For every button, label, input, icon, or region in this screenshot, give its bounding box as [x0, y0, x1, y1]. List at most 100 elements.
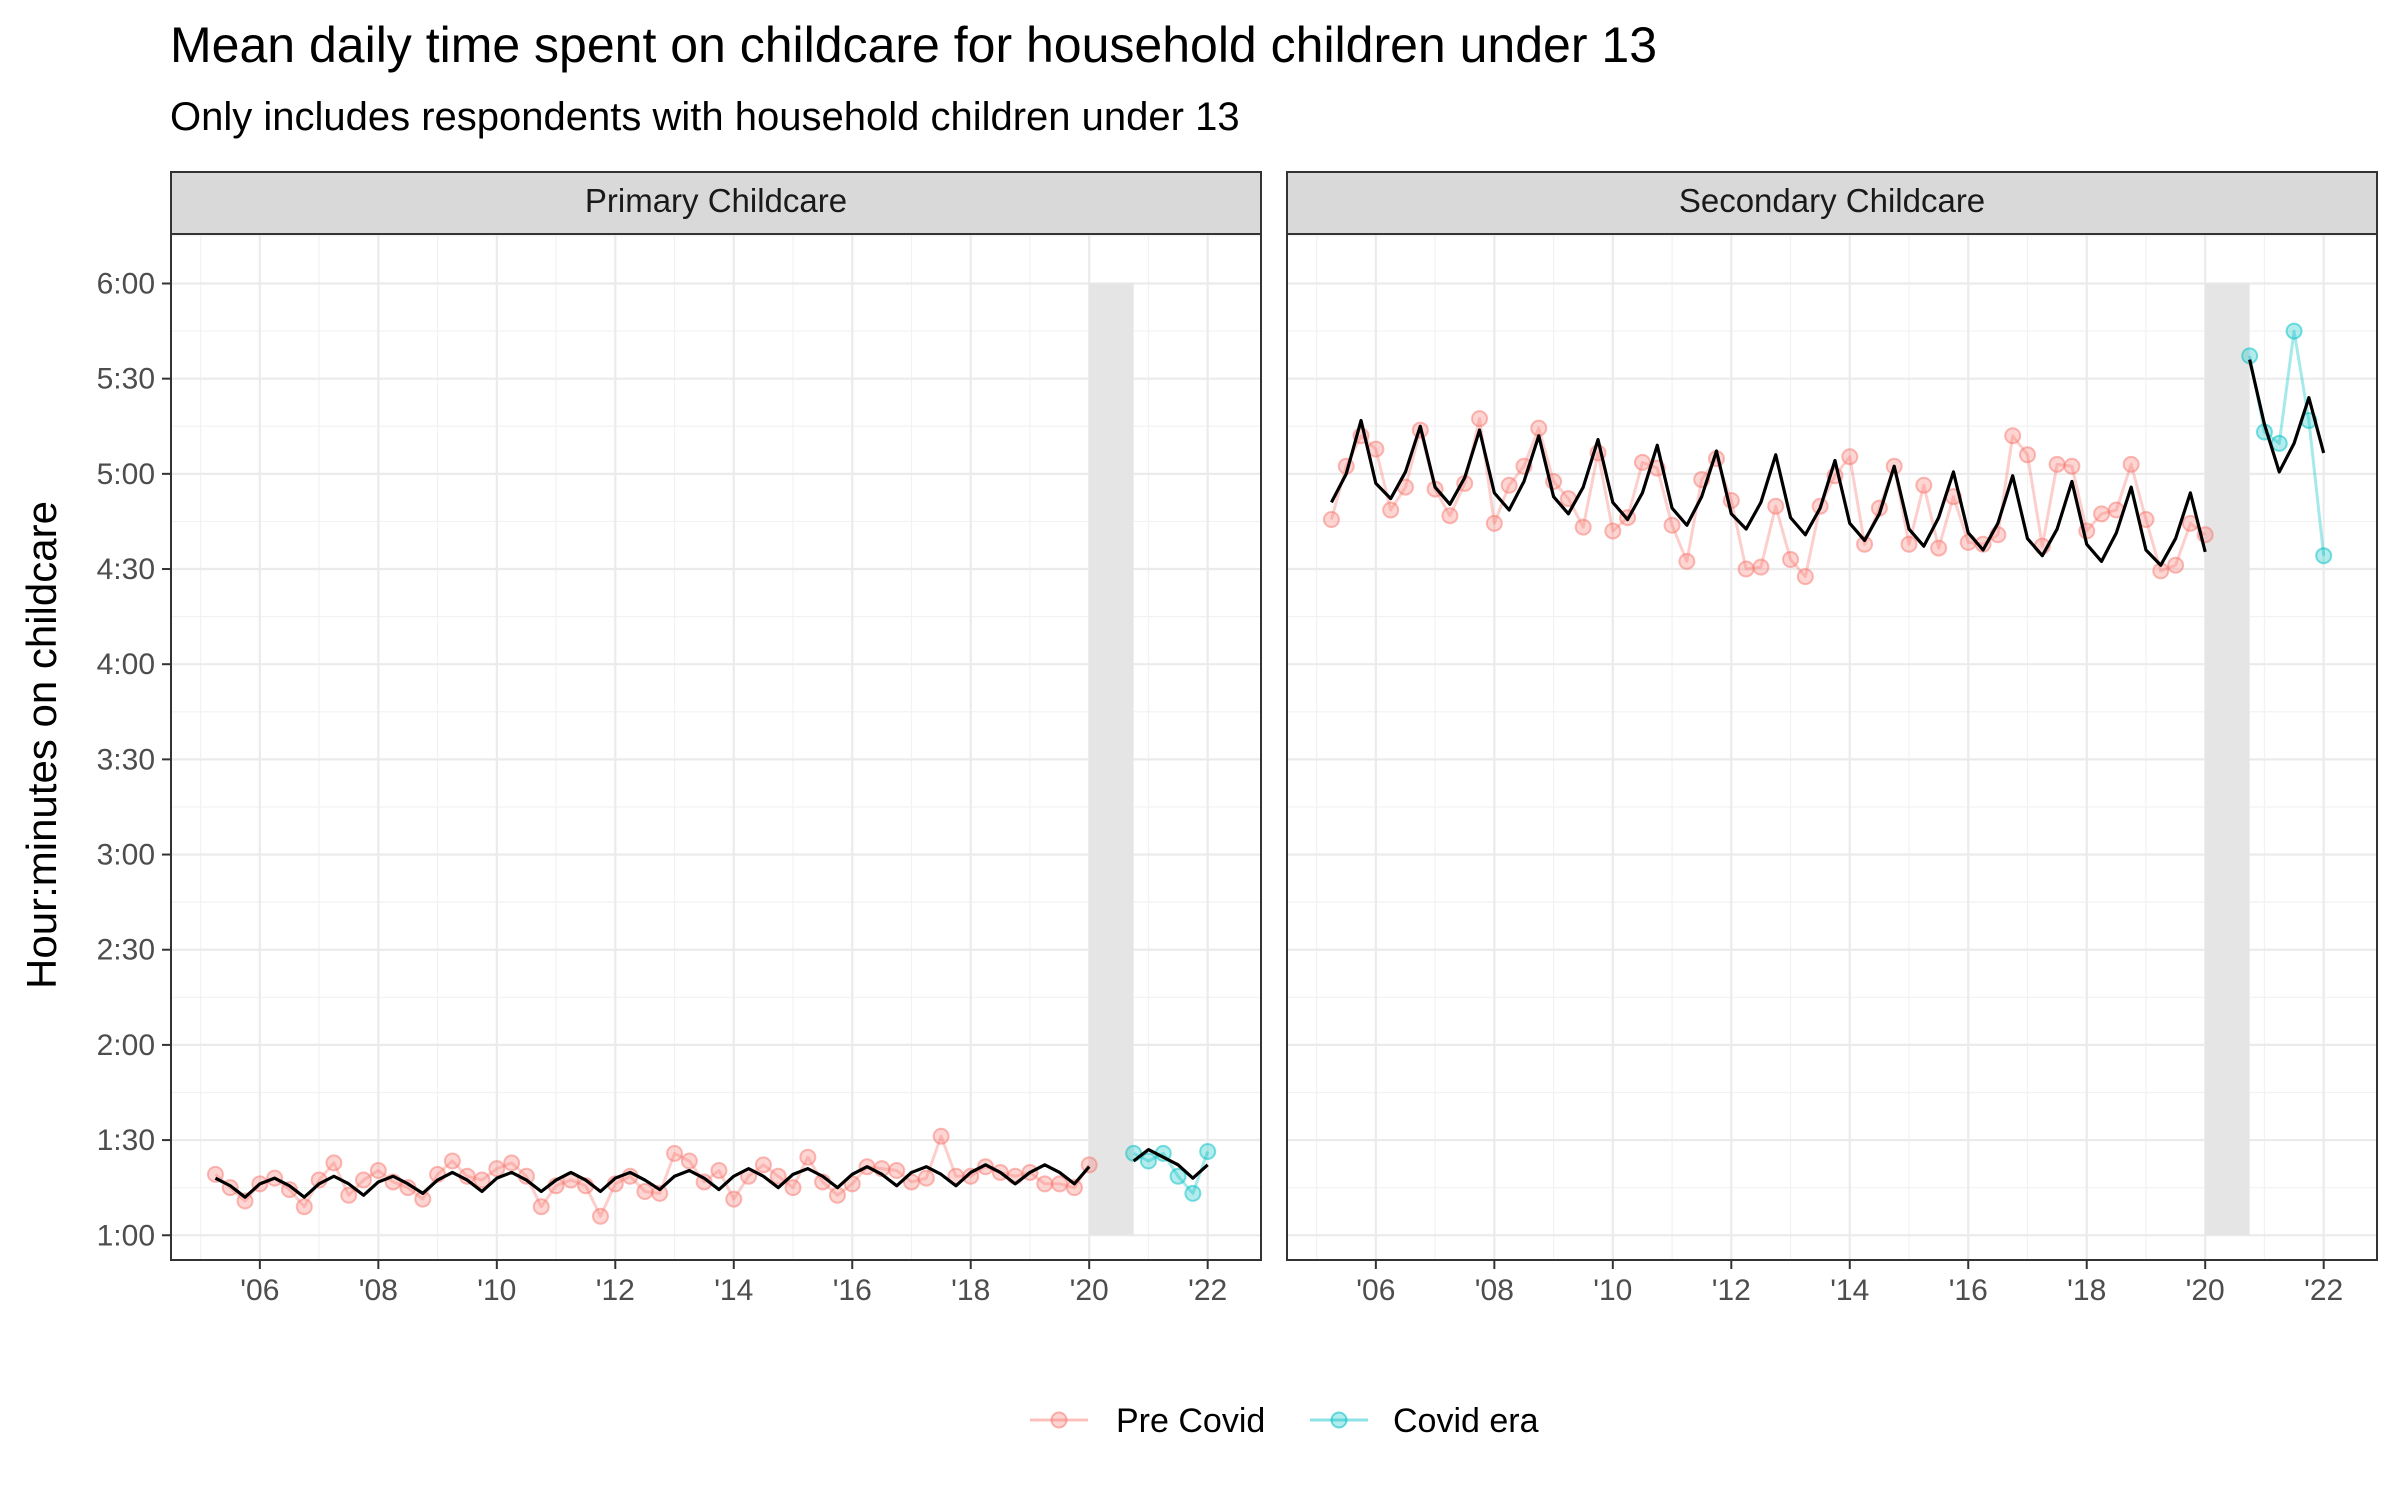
covid-gap-band [1089, 283, 1134, 1236]
x-tick-label: '06 [240, 1274, 279, 1307]
pre-covid-point [591, 1207, 609, 1225]
pre-covid-point [1036, 1175, 1054, 1193]
pre-covid-point [1900, 535, 1918, 553]
pre-covid-point [443, 1152, 461, 1170]
pre-covid-point [1737, 560, 1755, 578]
legend: Pre Covid Covid era [1030, 1402, 1539, 1440]
pre-covid-point [236, 1192, 254, 1210]
covid-era-point [1199, 1142, 1217, 1160]
pre-covid-point [1080, 1156, 1098, 1174]
y-axis-title: Hour:minutes on childcare [18, 501, 65, 989]
panel-primary: Primary Childcare 1:00 1:30 2:00 2:30 3:00 3:3… [97, 171, 1262, 1307]
pre-covid-point [1574, 518, 1592, 536]
y-tick-label: 5:30 [97, 363, 155, 396]
y-tick-label: 2:00 [97, 1029, 155, 1062]
pre-covid-point [636, 1182, 654, 1200]
legend-item-pre-covid: Pre Covid [1030, 1402, 1265, 1440]
x-tick-label: '22 [1188, 1274, 1227, 1307]
x-tick-label: '06 [1356, 1274, 1395, 1307]
facet-strip [1286, 171, 2378, 235]
pre-covid-point [799, 1148, 817, 1166]
legend-key-point [1330, 1411, 1348, 1429]
pre-covid-point [1530, 419, 1548, 437]
legend-label: Covid era [1393, 1402, 1539, 1440]
x-tick-label: '12 [1712, 1274, 1751, 1307]
pre-covid-point [651, 1184, 669, 1202]
x-tick-label: '08 [1475, 1274, 1514, 1307]
pre-covid-point [295, 1198, 313, 1216]
facet-strip-label: Secondary Childcare [1679, 182, 1985, 219]
pre-covid-point [355, 1171, 373, 1189]
pre-covid-point [1796, 568, 1814, 586]
pre-covid-point [1441, 507, 1459, 525]
facet-strip [170, 171, 1262, 235]
pre-covid-point [769, 1167, 787, 1185]
pre-covid-point [1915, 476, 1933, 494]
panel-border [170, 233, 1262, 1261]
pre-covid-point [1500, 476, 1518, 494]
legend-item-covid-era: Covid era [1310, 1402, 1539, 1440]
covid-era-trend-line [2248, 359, 2326, 474]
x-tick-label: '22 [2304, 1274, 2343, 1307]
pre-covid-point [2093, 505, 2111, 523]
pre-covid-point [325, 1154, 343, 1172]
pre-covid-point [206, 1165, 224, 1183]
chart-title: Mean daily time spent on childcare for h… [170, 17, 1657, 73]
pre-covid-point [1856, 535, 1874, 553]
x-tick-label: '18 [2067, 1274, 2106, 1307]
pre-covid-point [1767, 497, 1785, 515]
x-tick-label: '10 [477, 1274, 516, 1307]
pre-covid-point [2122, 455, 2140, 473]
pre-covid-point [754, 1156, 772, 1174]
y-tick-label: 3:30 [97, 743, 155, 776]
pre-covid-point [2063, 457, 2081, 475]
covid-era-trend-line [1132, 1147, 1209, 1180]
pre-covid-point [1752, 558, 1770, 576]
pre-covid-point [2167, 556, 2185, 574]
y-tick-label: 2:30 [97, 934, 155, 967]
pre-covid-point [784, 1179, 802, 1197]
pre-covid-point [532, 1198, 550, 1216]
pre-covid-trend-line [214, 1163, 1091, 1199]
y-tick-label: 4:00 [97, 648, 155, 681]
pre-covid-point [666, 1144, 684, 1162]
covid-era-point [2315, 547, 2333, 565]
pre-covid-point [710, 1162, 728, 1180]
facet-strip-label: Primary Childcare [585, 182, 847, 219]
pre-covid-point [680, 1152, 698, 1170]
pre-covid-line [1329, 417, 2207, 579]
pre-covid-point [2048, 455, 2066, 473]
legend-key-point [1050, 1411, 1068, 1429]
y-tick-label: 4:30 [97, 553, 155, 586]
pre-covid-point [1322, 511, 1340, 529]
pre-covid-point [888, 1162, 906, 1180]
pre-covid-point [1930, 539, 1948, 557]
x-tick-label: '20 [1070, 1274, 1109, 1307]
x-tick-label: '18 [951, 1274, 990, 1307]
x-tick-label: '10 [1593, 1274, 1632, 1307]
pre-covid-point [369, 1162, 387, 1180]
pre-covid-point [2004, 427, 2022, 445]
covid-era-point [1184, 1184, 1202, 1202]
legend-label: Pre Covid [1116, 1402, 1265, 1440]
pre-covid-point [1782, 551, 1800, 569]
y-tick-label: 1:00 [97, 1219, 155, 1252]
pre-covid-point [828, 1186, 846, 1204]
pre-covid-point [725, 1190, 743, 1208]
x-tick-label: '14 [714, 1274, 753, 1307]
x-tick-label: '20 [2186, 1274, 2225, 1307]
x-tick-label: '16 [1949, 1274, 1988, 1307]
pre-covid-point [977, 1158, 995, 1176]
y-tick-label: 3:00 [97, 839, 155, 872]
panel-secondary: Secondary Childcare '06 '08 '10 '12 '14 '16 '18… [1286, 171, 2378, 1307]
covid-era-point [1139, 1152, 1157, 1170]
pre-covid-point [488, 1160, 506, 1178]
y-tick-label: 6:00 [97, 267, 155, 300]
pre-covid-point [962, 1167, 980, 1185]
pre-covid-point [1604, 522, 1622, 540]
x-tick-label: '14 [1830, 1274, 1869, 1307]
chart-subtitle: Only includes respondents with household… [170, 95, 1240, 139]
pre-covid-point [932, 1127, 950, 1145]
pre-covid-point [340, 1186, 358, 1204]
